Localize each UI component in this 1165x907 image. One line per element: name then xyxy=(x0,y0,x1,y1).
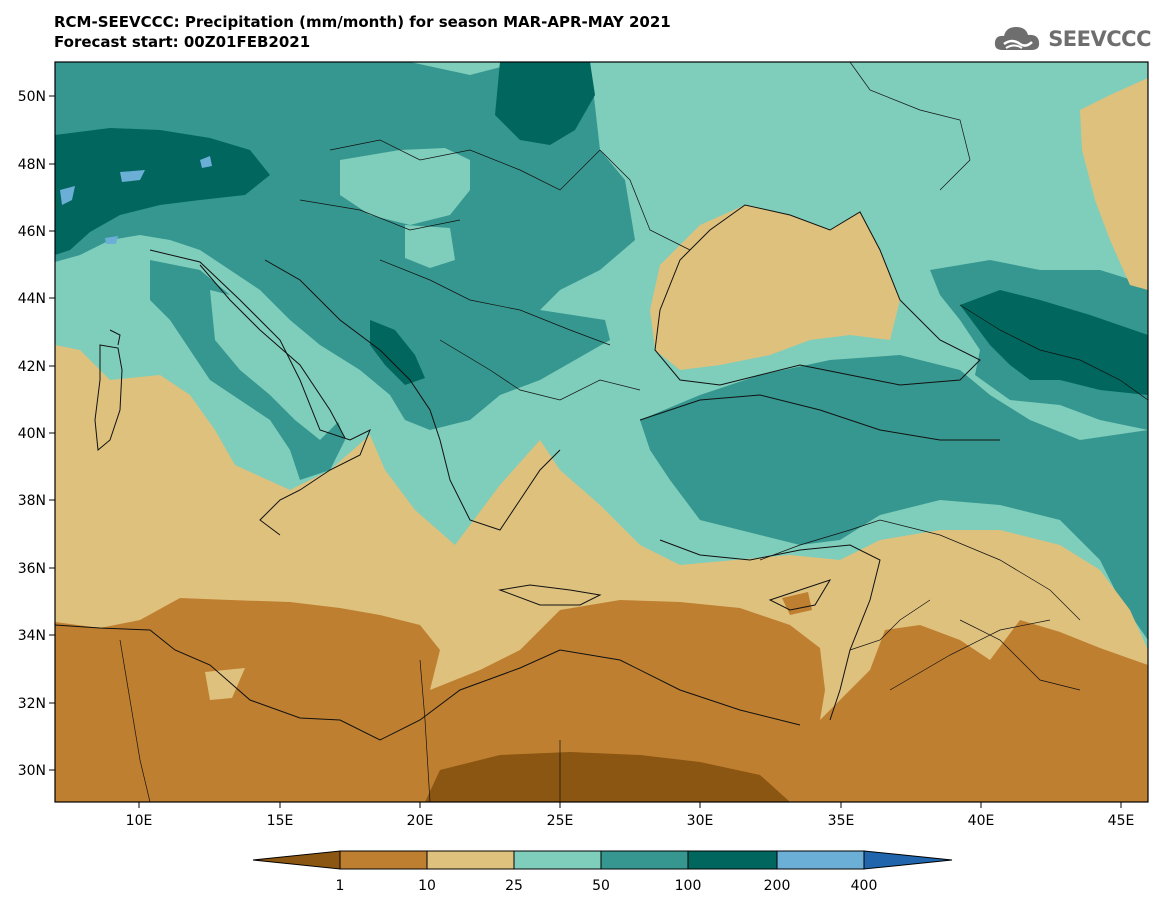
field-100-200-alps xyxy=(55,128,270,255)
field-10-25-blacksea xyxy=(650,205,900,370)
title-line-1: RCM-SEEVCCC: Precipitation (mm/month) fo… xyxy=(54,13,671,31)
colorbar-segment-25-50 xyxy=(513,850,602,870)
field-100-200-carpathians xyxy=(495,62,595,145)
colorbar-label: 200 xyxy=(764,878,791,894)
colorbar-segment-50-100 xyxy=(600,850,689,870)
colorbar-label: 50 xyxy=(592,878,610,894)
field-1-10 xyxy=(55,598,1148,802)
lat-label: 34N xyxy=(18,628,46,644)
lon-ticks xyxy=(138,802,1122,808)
lat-label: 32N xyxy=(18,696,46,712)
lat-label: 44N xyxy=(18,291,46,307)
lon-label: 30E xyxy=(687,813,714,829)
lat-label: 46N xyxy=(18,224,46,240)
coastlines xyxy=(55,204,1000,741)
colorbar-label: 400 xyxy=(851,878,878,894)
colorbar-label: 25 xyxy=(505,878,523,894)
hungary-plain xyxy=(340,148,470,225)
title-line-2: Forecast start: 00Z01FEB2021 xyxy=(54,33,311,51)
lat-label: 30N xyxy=(18,763,46,779)
lat-label: 42N xyxy=(18,359,46,375)
field-200-400-d xyxy=(105,236,118,244)
lon-label: 25E xyxy=(547,813,574,829)
country-borders xyxy=(119,62,1148,802)
colorbar-segment-1-10 xyxy=(339,850,428,870)
colorbar-label: 1 xyxy=(336,878,345,894)
italy-core xyxy=(210,290,340,440)
colorbar xyxy=(252,850,953,870)
colorbar-labels: 1 10 25 50 100 200 400 xyxy=(336,878,878,894)
lat-label: 38N xyxy=(18,493,46,509)
seevccc-logo: SEEVCCC xyxy=(992,22,1151,56)
lon-label: 10E xyxy=(126,813,153,829)
field-100-200-caucasus xyxy=(960,290,1148,395)
colorbar-label: 10 xyxy=(418,878,436,894)
lat-label: 36N xyxy=(18,561,46,577)
lon-label: 15E xyxy=(267,813,294,829)
cloud-icon xyxy=(995,27,1040,50)
lon-label: 20E xyxy=(407,813,434,829)
map-title: RCM-SEEVCCC: Precipitation (mm/month) fo… xyxy=(54,12,671,52)
field-0-1 xyxy=(425,752,790,802)
field-10-25-volga xyxy=(1080,78,1148,290)
precipitation-map xyxy=(55,62,1148,802)
lat-ticks xyxy=(49,95,55,771)
colorbar-segment-lt1 xyxy=(252,850,341,870)
lon-label: 45E xyxy=(1108,813,1135,829)
lat-label: 40N xyxy=(18,426,46,442)
colorbar-segment-10-25 xyxy=(426,850,515,870)
field-anatolia xyxy=(640,355,1148,640)
field-100-200-montenegro xyxy=(370,320,425,385)
libya-patch xyxy=(205,668,245,700)
colorbar-label: 100 xyxy=(675,878,702,894)
field-200-400-b xyxy=(120,170,145,182)
lat-labels: 50N 48N 46N 44N 42N 40N 38N 36N 34N 32N … xyxy=(18,89,46,779)
lon-label: 40E xyxy=(968,813,995,829)
lon-label: 35E xyxy=(828,813,855,829)
logo-text: SEEVCCC xyxy=(1048,27,1151,51)
colorbar-segment-100-200 xyxy=(687,850,778,870)
colorbar-segment-200-400 xyxy=(776,850,865,870)
map-frame xyxy=(54,61,1149,803)
field-200-400-c xyxy=(200,156,212,168)
lat-label: 48N xyxy=(18,157,46,173)
pannonian-low xyxy=(405,225,455,268)
lon-labels: 10E 15E 20E 25E 30E 35E 40E 45E xyxy=(126,813,1135,829)
colorbar-segment-gt400 xyxy=(863,850,953,870)
field-200-400-a xyxy=(60,186,75,205)
lat-label: 50N xyxy=(18,89,46,105)
